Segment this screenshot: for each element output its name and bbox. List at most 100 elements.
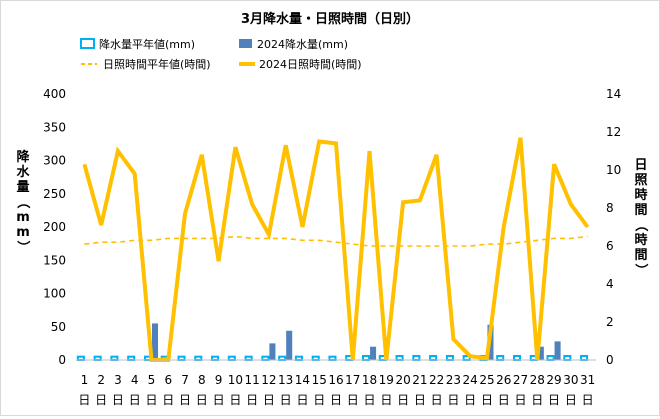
x-tick-suffix: 日 — [263, 393, 275, 407]
x-tick-label: 9 — [215, 373, 223, 387]
legend: 降水量平年値(mm) 2024降水量(mm) 日照時間平年値(時間) 2024日… — [80, 37, 362, 71]
y-right-tick-label: 0 — [606, 353, 614, 367]
x-tick-suffix: 日 — [145, 393, 157, 407]
x-tick-suffix: 日 — [464, 393, 476, 407]
y-right-axis-label: 日照時間（時間） — [633, 158, 649, 277]
x-tick-label: 26 — [496, 373, 511, 387]
x-tick-suffix: 日 — [364, 393, 376, 407]
x-tick-label: 25 — [479, 373, 494, 387]
y-left-tick-label: 100 — [43, 287, 66, 301]
x-tick-suffix: 日 — [162, 393, 174, 407]
y-right-tick-label: 6 — [606, 239, 614, 253]
y-right-axis-label-char: 時 — [634, 232, 647, 248]
bar-normal-precip — [362, 355, 371, 362]
bar-normal-precip — [563, 355, 572, 362]
legend-label-2024-precip: 2024降水量(mm) — [257, 37, 348, 51]
y-left-tick-label: 50 — [51, 320, 66, 334]
x-tick-label: 10 — [228, 373, 243, 387]
x-tick-suffix: 日 — [196, 393, 208, 407]
bar-normal-precip — [412, 355, 421, 362]
x-tick-suffix: 日 — [280, 393, 292, 407]
bar-normal-precip — [429, 355, 438, 362]
x-tick-label: 2 — [97, 373, 105, 387]
x-tick-suffix: 日 — [548, 393, 560, 407]
legend-label-normal-sun: 日照時間平年値(時間) — [103, 57, 211, 71]
x-tick-label: 5 — [148, 373, 156, 387]
bars-normal-precip — [76, 355, 589, 362]
y-left-tick-label: 350 — [43, 120, 66, 134]
legend-label-normal-precip: 降水量平年値(mm) — [99, 37, 195, 51]
y-left-axis-label-char: 降 — [16, 149, 30, 165]
x-tick-suffix: 日 — [431, 393, 443, 407]
line-normal-sun-path — [84, 235, 588, 247]
x-tick-suffix: 日 — [582, 393, 594, 407]
x-tick-suffix: 日 — [129, 393, 141, 407]
x-tick-suffix: 日 — [481, 393, 493, 407]
y-right-axis-label-char: 間 — [634, 248, 647, 263]
x-tick-label: 22 — [429, 373, 444, 387]
y-right-tick-label: 14 — [606, 87, 621, 101]
x-tick-label: 24 — [463, 373, 478, 387]
y-left-axis-label-char: 水 — [16, 164, 30, 180]
bar-normal-precip — [445, 355, 454, 362]
bar-2024-precip — [269, 343, 276, 360]
x-tick-suffix: 日 — [179, 393, 191, 407]
x-tick-suffix: 日 — [498, 393, 510, 407]
y-left-axis-label-char: m — [16, 225, 30, 240]
x-tick-label: 1 — [81, 373, 89, 387]
x-tick-label: 14 — [295, 373, 310, 387]
bar-2024-precip — [370, 346, 377, 360]
x-tick-suffix: 日 — [330, 393, 342, 407]
y-right-axis-label-char: 日 — [634, 158, 647, 173]
bar-2024-precip — [286, 330, 293, 360]
x-tick-suffix: 日 — [112, 393, 124, 407]
x-tick-label: 19 — [379, 373, 394, 387]
legend-label-2024-sun: 2024日照時間(時間) — [259, 58, 362, 71]
x-tick-label: 23 — [446, 373, 461, 387]
y-left-axis-label-char: 量 — [16, 180, 29, 195]
y-left-tick-label: 200 — [43, 220, 66, 234]
line-2024-sun-path — [82, 137, 590, 362]
chart-title: 3月降水量・日照時間（日別） — [241, 11, 419, 27]
y-left-tick-label: 250 — [43, 187, 66, 201]
y-right-axis-label-char: 照 — [634, 173, 647, 188]
x-tick-label: 27 — [513, 373, 528, 387]
x-tick-label: 21 — [412, 373, 427, 387]
x-tick-suffix: 日 — [531, 393, 543, 407]
x-tick-label: 12 — [261, 373, 276, 387]
x-tick-suffix: 日 — [229, 393, 241, 407]
y-right-tick-label: 10 — [606, 163, 621, 177]
x-tick-label: 30 — [563, 373, 578, 387]
x-tick-label: 3 — [114, 373, 122, 387]
y-right-tick-label: 8 — [606, 201, 614, 215]
y-right-axis-label-char: （ — [633, 218, 649, 231]
legend-swatch-2024-precip — [239, 39, 252, 48]
x-tick-suffix: 日 — [397, 393, 409, 407]
y-right-axis-label-char: 時 — [634, 187, 647, 203]
bar-2024-precip — [537, 346, 544, 360]
x-tick-suffix: 日 — [565, 393, 577, 407]
y-left-tick-label: 150 — [43, 253, 66, 267]
x-tick-suffix: 日 — [313, 393, 325, 407]
x-tick-suffix: 日 — [380, 393, 392, 407]
bar-normal-precip — [512, 355, 522, 362]
legend-swatch-normal-precip — [80, 38, 95, 49]
x-tick-suffix: 日 — [414, 393, 426, 407]
x-tick-label: 16 — [328, 373, 343, 387]
y-left-axis-label: 降水量（mm） — [15, 149, 31, 254]
x-tick-suffix: 日 — [447, 393, 459, 407]
y-left-axis-label-char: ） — [15, 240, 31, 253]
y-right-tick-label: 4 — [606, 277, 614, 291]
x-tick-label: 20 — [395, 373, 410, 387]
y-right-ticks: 0 2 4 6 8 10 12 14 — [606, 87, 621, 367]
bar-normal-precip — [395, 355, 404, 362]
x-tick-suffix: 日 — [296, 393, 308, 407]
x-tick-label: 28 — [530, 373, 545, 387]
bar-2024-precip — [554, 341, 561, 360]
line-normal-sun — [84, 235, 588, 247]
x-tick-label: 17 — [345, 373, 360, 387]
y-left-tick-label: 300 — [43, 154, 66, 168]
x-tick-label: 13 — [278, 373, 293, 387]
